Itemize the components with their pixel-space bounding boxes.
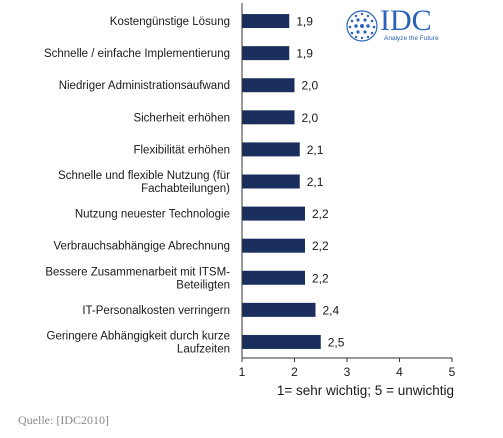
bar [242,142,300,157]
value-label: 2,4 [323,303,340,317]
category-label: Schnelle und flexible Nutzung (für Fachab… [58,170,230,195]
value-label: 2,2 [312,207,329,221]
logo-wordmark: IDC [380,4,432,37]
category-label: IT-Personalkosten verringern [82,305,230,317]
x-tick-label: 5 [449,365,456,379]
category-label: Nutzung neuester Technologie [75,209,230,221]
value-label: 2,2 [312,239,329,253]
x-tick-label: 1 [239,365,246,379]
x-axis-title: 1= sehr wichtig; 5 = unwichtig [277,383,454,398]
value-label: 2,2 [312,271,329,285]
x-tick-label: 2 [291,365,298,379]
bar [242,334,321,349]
bar [242,110,295,125]
source-note: Quelle: [IDC2010] [18,413,109,427]
category-label: Verbrauchsabhängige Abrechnung [54,241,230,253]
bar [242,206,305,221]
value-label: 1,9 [296,47,313,61]
value-label: 2,1 [307,143,324,157]
category-label: Kostengünstige Lösung [110,16,230,28]
bar [242,14,290,29]
bar [242,46,290,61]
logo-tagline: Analyze the Future [384,35,439,42]
bar [242,302,316,317]
globe-icon [346,10,378,42]
category-label: Schnelle / einfache Implementierung [44,48,230,60]
category-label: Flexibilität erhöhen [133,144,230,156]
value-label: 2,1 [307,175,324,189]
bar [242,270,305,285]
x-tick-label: 3 [344,365,351,379]
category-label: Geringere Abhängigkeit durch kurze Laufze… [47,330,230,355]
bar [242,238,305,253]
bar [242,174,300,189]
value-label: 2,5 [328,335,345,349]
value-label: 2,0 [302,111,319,125]
category-label: Sicherheit erhöhen [133,112,230,124]
idc-logo: IDC Analyze the Future [344,4,454,44]
value-label: 1,9 [296,15,313,29]
bar [242,78,295,93]
category-label: Niedriger Administrationsaufwand [59,80,230,92]
value-label: 2,0 [302,79,319,93]
x-tick-label: 4 [396,365,403,379]
category-label: Bessere Zusammenarbeit mit ITSM-Beteilig… [45,266,230,291]
